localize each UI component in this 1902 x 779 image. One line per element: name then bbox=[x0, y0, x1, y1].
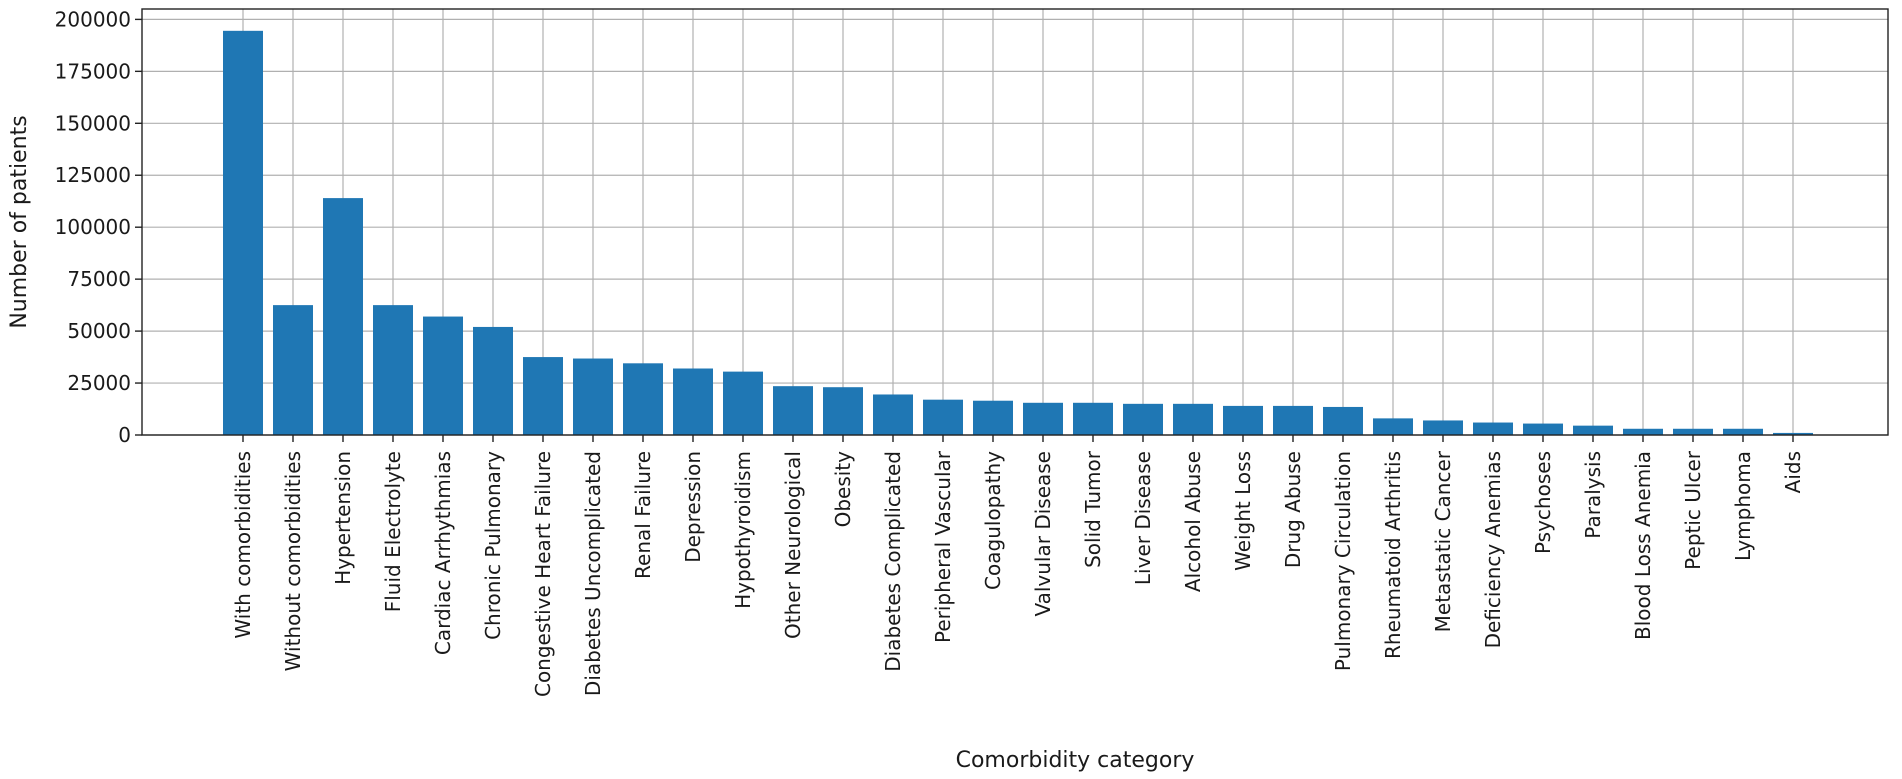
y-axis-title: Number of patients bbox=[7, 115, 32, 328]
x-tick-label: Fluid Electrolyte bbox=[381, 451, 405, 612]
y-tick-label: 75000 bbox=[67, 267, 131, 291]
bar bbox=[1023, 402, 1063, 435]
bar bbox=[1123, 403, 1163, 435]
x-tick-labels: With comorbidities Without comorbidities H… bbox=[231, 450, 1805, 697]
y-tick-label: 200000 bbox=[55, 7, 131, 31]
y-tick-labels: 0 25000 50000 75000 100000 125000 150000 175000… bbox=[55, 7, 131, 447]
bar bbox=[1723, 428, 1763, 435]
x-tick-label: Liver Disease bbox=[1131, 451, 1155, 585]
x-tick-label: Obesity bbox=[831, 451, 855, 528]
x-tick-label: Peptic Ulcer bbox=[1681, 450, 1705, 570]
plot-frame bbox=[141, 8, 1889, 436]
bar bbox=[573, 358, 613, 435]
bar bbox=[523, 357, 563, 435]
bar bbox=[973, 400, 1013, 435]
x-tick-label: Lymphoma bbox=[1731, 451, 1755, 561]
x-tick-label: Solid Tumor bbox=[1081, 450, 1105, 568]
bar bbox=[723, 371, 763, 435]
bar bbox=[1273, 405, 1313, 435]
x-axis-title: Comorbidity category bbox=[956, 748, 1195, 773]
x-tick-label: Deficiency Anemias bbox=[1481, 451, 1505, 648]
bar bbox=[423, 316, 463, 435]
bar bbox=[1223, 405, 1263, 435]
bar bbox=[1573, 425, 1613, 435]
bar bbox=[1623, 428, 1663, 435]
x-tick-label: Pulmonary Circulation bbox=[1331, 451, 1355, 671]
y-tick-label: 50000 bbox=[67, 319, 131, 343]
tick-layer bbox=[135, 18, 1794, 442]
bar bbox=[1773, 432, 1813, 435]
bar bbox=[1673, 428, 1713, 435]
x-tick-label: With comorbidities bbox=[231, 451, 255, 639]
x-tick-label: Psychoses bbox=[1531, 451, 1555, 554]
y-tick-label: 25000 bbox=[67, 371, 131, 395]
x-tick-label: Alcohol Abuse bbox=[1181, 451, 1205, 592]
bar bbox=[673, 368, 713, 435]
x-tick-label: Congestive Heart Failure bbox=[531, 451, 555, 697]
x-tick-label: Cardiac Arrhythmias bbox=[431, 451, 455, 655]
x-tick-label: Coagulopathy bbox=[981, 451, 1005, 590]
x-tick-label: Other Neurological bbox=[781, 451, 805, 639]
x-tick-label: Chronic Pulmonary bbox=[481, 451, 505, 640]
bar bbox=[1523, 423, 1563, 435]
x-tick-label: Without comorbidities bbox=[281, 451, 305, 671]
x-tick-label: Diabetes Uncomplicated bbox=[581, 451, 605, 696]
x-tick-label: Depression bbox=[681, 451, 705, 563]
bar-layer bbox=[223, 30, 1813, 435]
x-tick-label: Hypertension bbox=[331, 451, 355, 585]
x-tick-label: Aids bbox=[1781, 451, 1805, 493]
x-tick-label: Valvular Disease bbox=[1031, 451, 1055, 617]
y-tick-label: 0 bbox=[118, 423, 131, 447]
bar bbox=[323, 198, 363, 435]
x-tick-label: Paralysis bbox=[1581, 451, 1605, 539]
x-tick-label: Drug Abuse bbox=[1281, 451, 1305, 568]
bar bbox=[1373, 418, 1413, 435]
y-tick-label: 175000 bbox=[55, 59, 131, 83]
x-tick-label: Diabetes Complicated bbox=[881, 451, 905, 672]
bar bbox=[873, 394, 913, 435]
bar bbox=[923, 399, 963, 435]
x-tick-label: Rheumatoid Arthritis bbox=[1381, 451, 1405, 659]
x-tick-label: Hypothyroidism bbox=[731, 451, 755, 609]
bar bbox=[1073, 402, 1113, 435]
x-tick-label: Metastatic Cancer bbox=[1431, 450, 1455, 632]
y-tick-label: 125000 bbox=[55, 163, 131, 187]
bar bbox=[373, 305, 413, 435]
x-tick-label: Weight Loss bbox=[1231, 451, 1255, 571]
x-tick-label: Blood Loss Anemia bbox=[1631, 451, 1655, 640]
bar bbox=[623, 363, 663, 435]
bar bbox=[773, 386, 813, 435]
y-tick-label: 100000 bbox=[55, 215, 131, 239]
bar bbox=[273, 305, 313, 435]
y-tick-label: 150000 bbox=[55, 111, 131, 135]
bar bbox=[1473, 422, 1513, 435]
x-tick-label: Peripheral Vascular bbox=[931, 450, 955, 643]
bar bbox=[223, 30, 263, 435]
bar bbox=[1323, 406, 1363, 435]
bar bbox=[473, 326, 513, 435]
x-tick-label: Renal Failure bbox=[631, 451, 655, 579]
bar bbox=[1423, 420, 1463, 435]
bar bbox=[823, 387, 863, 435]
bar bbox=[1173, 403, 1213, 435]
